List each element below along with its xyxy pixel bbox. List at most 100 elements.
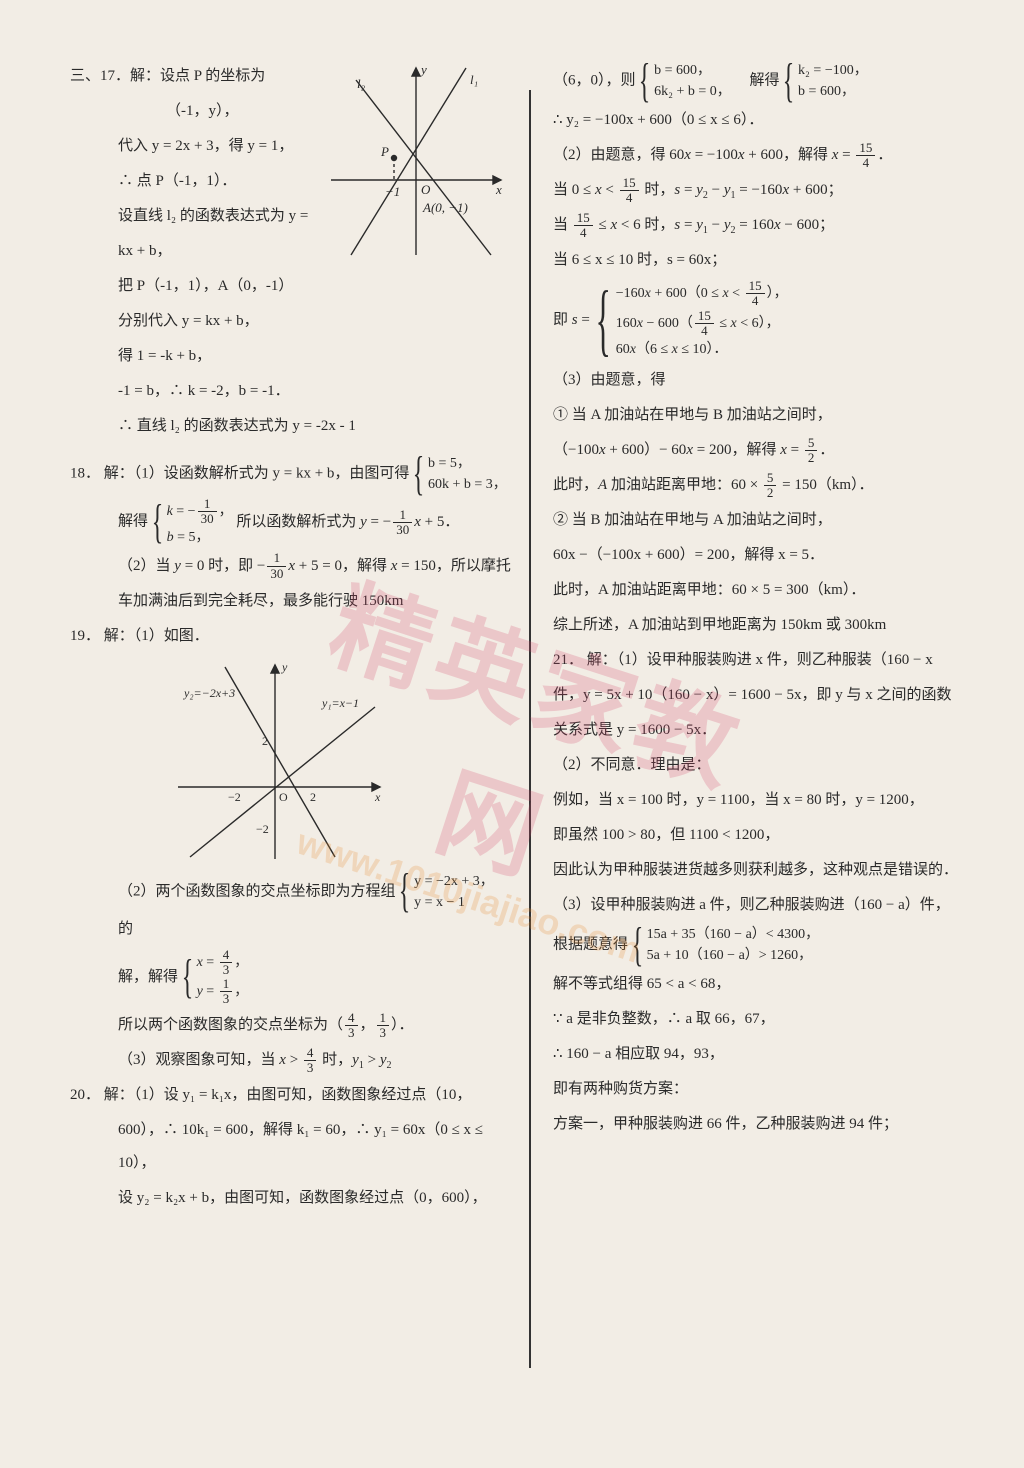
q21-p3a: （3）设甲种服装购进 a 件，则乙种服装购进（160 − a）件， — [553, 889, 994, 922]
q17-l10: ∴ 直线 l₂ 的函数表达式为 y = -2x - 1 — [70, 410, 511, 443]
q19-block: 19． 解：（1）如图． — [70, 620, 511, 653]
q21-p3sys: 根据题意得 { 15a + 35（160 − a）< 4300， 5a + 10… — [553, 924, 994, 966]
q17-l6: 把 P（-1，1），A（0，-1） — [70, 270, 511, 303]
svg-text:O: O — [279, 790, 288, 804]
svg-text:x: x — [374, 790, 381, 804]
q21-p1b: 件，y = 5x + 10（160 − x）= 1600 − 5x，即 y 与 … — [553, 679, 994, 712]
svg-text:P: P — [380, 144, 389, 159]
svg-text:2: 2 — [262, 734, 268, 748]
q19-graph: y x O −2 2 2 −2 y₂=−2x+3 y₁=x−1 — [170, 657, 390, 867]
q17-graph: y x l₁ l₂ P O −1 A(0, −1) — [321, 60, 511, 260]
q20c-piecewise: 即 s = { −160x + 600（0 ≤ x < 154）， 160x −… — [553, 279, 994, 362]
svg-text:y₁=x−1: y₁=x−1 — [321, 696, 359, 710]
q19-p2-suffix: 的 — [118, 921, 133, 937]
q17-l1: （-1，y）， — [70, 95, 313, 128]
q20c-c3: 当 6 ≤ x ≤ 10 时，s = 60x； — [553, 244, 994, 277]
svg-text:l₂: l₂ — [357, 76, 366, 91]
svg-text:A(0, −1): A(0, −1) — [422, 200, 468, 215]
right-column: （6，0），则 { b = 600， 6k₂ + b = 0， 解得 { k₂ … — [531, 60, 994, 1428]
q20c-p3c1a: ① 当 A 加油站在甲地与 B 加油站之间时， — [553, 399, 994, 432]
q21-s-e1: 15a + 35（160 − a）< 4300， — [647, 924, 820, 945]
q21-p2a: （2）不同意．理由是： — [553, 749, 994, 782]
q18-solve: 解得 { k = −130， b = 5， 所以函数解析式为 y = −130x… — [70, 497, 511, 548]
q19-p3: （3）观察图象可知，当 x > 43 时，y1 > y2 — [70, 1044, 511, 1077]
q21-p3c: ∵ a 是非负整数，∴ a 取 66，67， — [553, 1003, 994, 1036]
svg-text:−2: −2 — [228, 790, 241, 804]
svg-text:−1: −1 — [385, 184, 400, 199]
svg-text:x: x — [495, 182, 502, 197]
q18-block: 18． 解：（1）设函数解析式为 y = kx + b，由图可得 { b = 5… — [70, 453, 511, 495]
q20-l1: 600），∴ 10k₁ = 600，解得 k₁ = 60，∴ y₁ = 60x（… — [70, 1114, 511, 1180]
q21-p3f: 方案一，甲种服装购进 66 件，乙种服装购进 94 件； — [553, 1108, 994, 1141]
q18-sys1-e2: 60k + b = 3， — [428, 474, 507, 495]
q20c-p3c1b: （−100x + 600）− 60x = 200，解得 x = 52． — [553, 434, 994, 467]
q20c-concl: 综上所述，A 加油站到甲地距离为 150km 或 300km — [553, 609, 994, 642]
q19-result: 所以两个函数图象的交点坐标为（43，13）． — [70, 1009, 511, 1042]
q17-block: 三、17．解：设点 P 的坐标为 （-1，y）， 代入 y = 2x + 3，得… — [70, 60, 511, 270]
q18-sys1-e1: b = 5， — [428, 453, 507, 474]
q21-p1a: 解：（1）设甲种服装购进 x 件，则乙种服装（160 − x — [587, 652, 933, 668]
q21-p3b: 解不等式组得 65 < a < 68， — [553, 968, 994, 1001]
q20c-s1e2: 6k₂ + b = 0， — [654, 81, 731, 102]
q17-l2: 代入 y = 2x + 3，得 y = 1， — [70, 130, 313, 163]
q20c-p3h: （3）由题意，得 — [553, 364, 994, 397]
q19-p2-prefix: （2）两个函数图象的交点坐标即为方程组 — [118, 883, 396, 899]
svg-text:y: y — [281, 660, 288, 674]
q20c-l1: （6，0），则 { b = 600， 6k₂ + b = 0， 解得 { k₂ … — [553, 60, 994, 102]
svg-text:−2: −2 — [256, 822, 269, 836]
q20c-c1: 当 0 ≤ x < 154 时，s = y2 − y1 = −160x + 60… — [553, 174, 994, 207]
q19-label: 19． — [70, 628, 100, 644]
q20c-p3c2a: ② 当 B 加油站在甲地与 A 加油站之间时， — [553, 504, 994, 537]
q21-p2d: 因此认为甲种服装进货越多则获利越多，这种观点是错误的． — [553, 854, 994, 887]
q18-p1: 解：（1）设函数解析式为 y = kx + b，由图可得 — [104, 465, 410, 481]
q17-l9: -1 = b，∴ k = -2，b = -1． — [70, 375, 511, 408]
q21-p3e: 即有两种购货方案： — [553, 1073, 994, 1106]
q19-sys-e1: y = −2x + 3， — [414, 871, 494, 892]
q21-block: 21． 解：（1）设甲种服装购进 x 件，则乙种服装（160 − x — [553, 644, 994, 677]
q21-s-e2: 5a + 10（160 − a）> 1260， — [647, 945, 820, 966]
q18-solve-prefix: 解得 — [118, 514, 148, 530]
q19-p1: 解：（1）如图． — [104, 628, 209, 644]
q21-p2b: 例如，当 x = 100 时，y = 1100，当 x = 80 时，y = 1… — [553, 784, 994, 817]
q20-label: 20． — [70, 1087, 100, 1103]
q21-p2c: 即虽然 100 > 80，但 1100 < 1200， — [553, 819, 994, 852]
q17-l3: ∴ 点 P（-1，1）． — [70, 165, 313, 198]
q19-p2: （2）两个函数图象的交点坐标即为方程组 { y = −2x + 3， y = x… — [70, 871, 511, 946]
q21-p1c: 关系式是 y = 1600 − 5x． — [553, 714, 994, 747]
q18-label: 18． — [70, 465, 100, 481]
svg-text:O: O — [421, 182, 431, 197]
q17-l0: 解：设点 P 的坐标为 — [130, 68, 265, 84]
q18-p2b: 车加满油后到完全耗尽，最多能行驶 150km — [70, 585, 511, 618]
q17-label: 三、17． — [70, 68, 130, 84]
q20c-p3c2b: 60x −（−100x + 600）= 200，解得 x = 5． — [553, 539, 994, 572]
q17-l5: kx + b， — [70, 235, 313, 268]
q17-l4: 设直线 l₂ 的函数表达式为 y = — [70, 200, 313, 233]
svg-text:l₁: l₁ — [470, 72, 478, 87]
q20c-s2e2: b = 600， — [798, 81, 868, 102]
q20c-p3c2c: 此时，A 加油站距离甲地：60 × 5 = 300（km）． — [553, 574, 994, 607]
q19-sys-e2: y = x − 1 — [414, 892, 494, 913]
svg-text:y₂=−2x+3: y₂=−2x+3 — [183, 686, 235, 700]
q20-block: 20． 解：（1）设 y₁ = k₁x，由图可知，函数图象经过点（10， — [70, 1079, 511, 1112]
q20c-c2: 当 154 ≤ x < 6 时，s = y1 − y2 = 160x − 600… — [553, 209, 994, 242]
q20c-s1e1: b = 600， — [654, 60, 731, 81]
q20c-mid: 解得 — [734, 72, 779, 88]
q20c-p3c1c: 此时，A 加油站距离甲地：60 × 52 = 150（km）． — [553, 469, 994, 502]
q21-p3-prefix: 根据题意得 — [553, 936, 628, 952]
q17-l8: 得 1 = -k + b， — [70, 340, 511, 373]
left-column: 三、17．解：设点 P 的坐标为 （-1，y）， 代入 y = 2x + 3，得… — [70, 60, 529, 1428]
q17-l7: 分别代入 y = kx + b， — [70, 305, 511, 338]
q20c-p2: （2）由题意，得 60x = −100x + 600，解得 x = 154． — [553, 139, 994, 172]
page-root: 三、17．解：设点 P 的坐标为 （-1，y）， 代入 y = 2x + 3，得… — [0, 0, 1024, 1468]
q21-label: 21． — [553, 652, 583, 668]
svg-text:y: y — [419, 62, 427, 77]
q19-solve: 解，解得 { x = 43， y = 13， — [70, 948, 511, 1007]
svg-text:2: 2 — [310, 790, 316, 804]
q21-p3d: ∴ 160 − a 相应取 94，93， — [553, 1038, 994, 1071]
q20c-l2: ∴ y₂ = −100x + 600（0 ≤ x ≤ 6）． — [553, 104, 994, 137]
q18-p2: （2）当 y = 0 时，即 −130x + 5 = 0，解得 x = 150，… — [70, 550, 511, 583]
q20-l2: 设 y₂ = k₂x + b，由图可知，函数图象经过点（0，600）， — [70, 1182, 511, 1215]
q20-l0: 解：（1）设 y₁ = k₁x，由图可知，函数图象经过点（10， — [104, 1087, 472, 1103]
q20c-s2e1: k₂ = −100， — [798, 60, 868, 81]
q20c-l1-prefix: （6，0），则 — [553, 72, 636, 88]
